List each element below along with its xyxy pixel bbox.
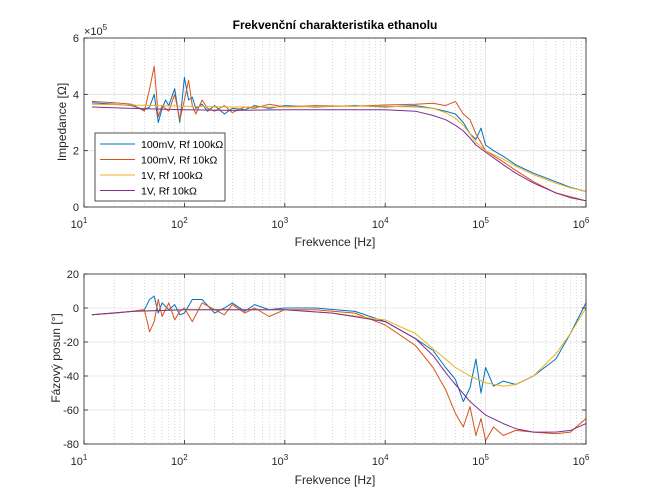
legend-entry-3: 1V, Rf 100kΩ — [141, 170, 203, 182]
x-tick-label: 101 — [71, 216, 88, 231]
y-tick-label: -80 — [63, 439, 79, 451]
y-multiplier-exp: 5 — [103, 23, 108, 32]
y-tick-label: 6 — [73, 33, 79, 45]
phase-tick-labels: 101 102 103 104 105 106 -80 -60 -40 -20 0 20 — [63, 269, 590, 468]
impedance-axes: 101 102 103 104 105 106 0 2 4 6 Frekvenční charak… — [55, 18, 590, 249]
impedance-axes-box — [83, 37, 587, 208]
legend: 100mV, Rf 100kΩ 100mV, Rf 10kΩ 1V, Rf 100k… — [94, 132, 226, 202]
y-tick-label: 0 — [73, 202, 79, 214]
phase-axes: 101 102 103 104 105 106 -80 -60 -40 -20 0 20 Frekve… — [49, 269, 590, 487]
x-tick-label: 103 — [271, 453, 288, 468]
y-tick-label: -40 — [63, 371, 79, 383]
chart-title: Frekvenční charakteristika ethanolu — [233, 18, 438, 32]
legend-entry-1: 100mV, Rf 100kΩ — [141, 139, 223, 151]
impedance-x-axis-label: Frekvence [Hz] — [295, 235, 376, 249]
impedance-y-axis-label: Impedance [Ω] — [55, 83, 69, 161]
legend-entry-2: 100mV, Rf 10kΩ — [141, 155, 217, 167]
x-tick-label: 104 — [372, 216, 389, 231]
phase-plot-area — [84, 274, 586, 444]
phase-axes-box — [83, 273, 587, 445]
y-tick-label: 4 — [73, 89, 79, 101]
x-tick-label: 105 — [472, 453, 489, 468]
series-line-4 — [91, 309, 587, 433]
series-line-4 — [91, 106, 587, 202]
impedance-tick-labels: 101 102 103 104 105 106 0 2 4 6 — [71, 33, 590, 231]
legend-entry-4: 1V, Rf 10kΩ — [141, 186, 197, 198]
x-tick-label: 103 — [271, 216, 288, 231]
y-tick-label: -60 — [63, 405, 79, 417]
y-tick-label: -20 — [63, 337, 79, 349]
x-tick-label: 102 — [171, 453, 188, 468]
x-tick-label: 106 — [573, 216, 590, 231]
x-tick-label: 106 — [573, 453, 590, 468]
x-tick-label: 102 — [171, 216, 188, 231]
series-line-3 — [91, 103, 587, 192]
y-tick-label: 20 — [67, 269, 79, 281]
series-line-2 — [91, 65, 587, 202]
y-multiplier-label: ×105 — [84, 23, 108, 38]
phase-x-axis-label: Frekvence [Hz] — [295, 473, 376, 487]
y-tick-label: 0 — [73, 303, 79, 315]
x-tick-label: 101 — [71, 453, 88, 468]
impedance-series — [91, 65, 587, 202]
y-tick-label: 2 — [73, 146, 79, 158]
x-tick-label: 104 — [372, 453, 389, 468]
phase-y-axis-label: Fázový posun [°] — [49, 313, 63, 403]
x-tick-label: 105 — [472, 216, 489, 231]
phase-series — [91, 295, 587, 442]
series-line-2 — [91, 299, 587, 442]
y-multiplier-base: ×10 — [84, 26, 103, 38]
